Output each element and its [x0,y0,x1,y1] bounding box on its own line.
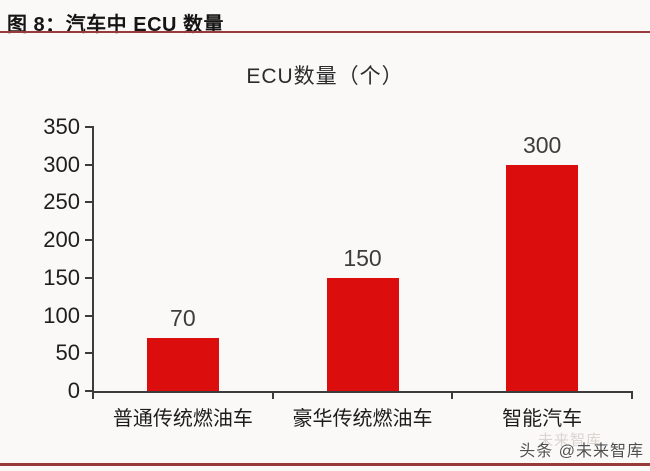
y-tick-mark [85,314,93,317]
header-divider-line [0,31,650,33]
bar-0 [146,338,219,391]
x-tick-mark [92,393,94,399]
y-tick-mark [85,390,93,392]
y-tick-mark [85,276,93,279]
x-category-label: 智能汽车 [502,408,583,430]
y-axis-line [92,126,94,393]
x-axis-line [92,391,633,393]
y-tick-label: 100 [43,302,80,328]
figure-caption: 图 8：汽车中 ECU 数量 [7,14,225,36]
bar-1 [326,277,399,391]
bar-value-label: 70 [170,305,196,332]
y-tick-label: 150 [43,264,80,290]
x-tick-mark [631,393,633,399]
footer-divider-line [0,463,650,466]
y-tick-mark [85,352,93,355]
y-tick-mark [85,201,93,204]
y-tick-mark [85,126,93,128]
x-tick-mark [271,393,274,399]
y-tick-label: 0 [67,378,80,403]
y-tick-label: 50 [55,340,80,366]
y-tick-mark [85,163,93,166]
x-category-label: 豪华传统燃油车 [292,408,433,430]
y-tick-label: 250 [43,189,80,215]
x-category-label: 普通传统燃油车 [112,408,253,430]
y-tick-label: 300 [43,151,80,177]
x-tick-mark [451,393,454,399]
y-tick-mark [85,239,93,242]
watermark-ghost-text: 未来智库 [537,432,602,449]
y-tick-label: 200 [43,227,80,253]
y-tick-label: 350 [43,114,80,139]
watermark-text: 头条 @未来智库 [519,443,644,460]
bar-value-label: 150 [343,244,382,271]
bar-value-label: 300 [522,131,562,158]
chart-title: ECU数量（个） [246,65,404,88]
bar-2 [506,164,579,391]
